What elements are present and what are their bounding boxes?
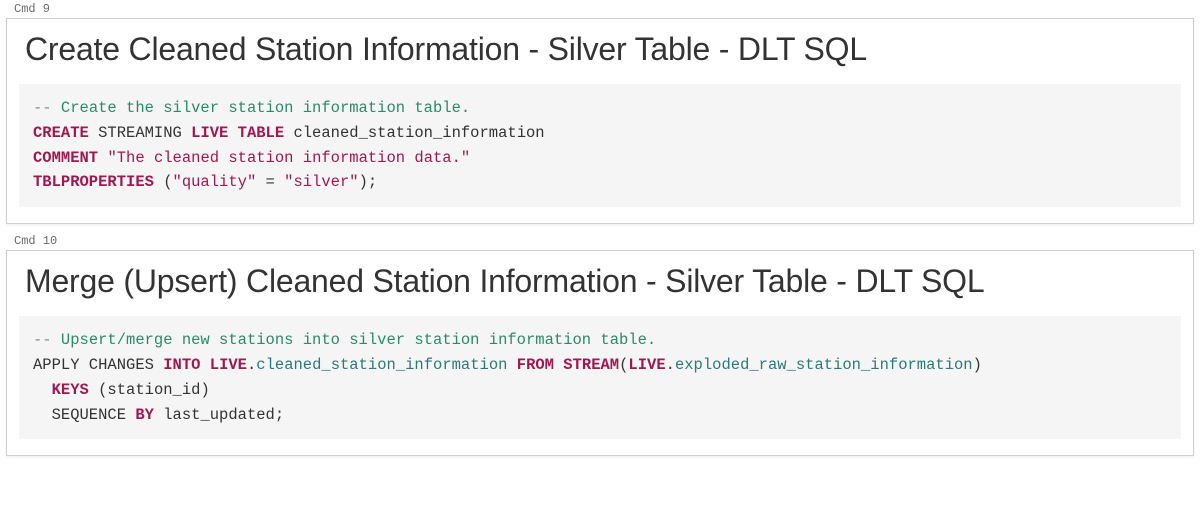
code-token: --	[33, 331, 52, 349]
code-token: =	[256, 173, 284, 191]
code-token: cleaned_station_information	[256, 356, 507, 374]
code-token: STREAM	[563, 356, 619, 374]
code-token: last_updated;	[154, 406, 284, 424]
code-token: CREATE	[33, 124, 89, 142]
code-token	[554, 356, 563, 374]
code-token: );	[359, 173, 378, 191]
code-block[interactable]: -- Upsert/merge new stations into silver…	[19, 316, 1181, 439]
code-token: STREAMING	[89, 124, 191, 142]
code-token	[507, 356, 516, 374]
code-token: KEYS	[52, 381, 89, 399]
notebook-container: Cmd 9 Create Cleaned Station Information…	[0, 0, 1200, 456]
code-token: )	[973, 356, 982, 374]
code-token: APPLY CHANGES	[33, 356, 163, 374]
cell-heading: Create Cleaned Station Information - Sil…	[7, 19, 1193, 78]
code-token: LIVE	[210, 356, 247, 374]
cell-heading: Merge (Upsert) Cleaned Station Informati…	[7, 251, 1193, 310]
notebook-cell[interactable]: Create Cleaned Station Information - Sil…	[6, 18, 1194, 224]
code-token	[200, 356, 209, 374]
code-token: .	[666, 356, 675, 374]
code-token: TBLPROPERTIES	[33, 173, 154, 191]
code-token: LIVE TABLE	[191, 124, 284, 142]
code-token: FROM	[517, 356, 554, 374]
code-token: COMMENT	[33, 149, 98, 167]
code-token: --	[33, 99, 52, 117]
code-token	[33, 381, 52, 399]
code-token: "silver"	[284, 173, 358, 191]
code-token: cleaned_station_information	[284, 124, 544, 142]
code-token: LIVE	[628, 356, 665, 374]
code-token: BY	[135, 406, 154, 424]
cell-label: Cmd 9	[6, 0, 1200, 18]
cell-label: Cmd 10	[6, 232, 1200, 250]
code-token: Create the silver station information ta…	[52, 99, 471, 117]
code-token: "The cleaned station information data."	[107, 149, 470, 167]
notebook-cell[interactable]: Merge (Upsert) Cleaned Station Informati…	[6, 250, 1194, 456]
code-token: "quality"	[173, 173, 257, 191]
code-token: Upsert/merge new stations into silver st…	[52, 331, 657, 349]
code-block[interactable]: -- Create the silver station information…	[19, 84, 1181, 207]
code-token: (station_id)	[89, 381, 210, 399]
code-token: SEQUENCE	[33, 406, 135, 424]
code-token: .	[247, 356, 256, 374]
code-token: INTO	[163, 356, 200, 374]
code-token: (	[154, 173, 173, 191]
code-token: exploded_raw_station_information	[675, 356, 973, 374]
